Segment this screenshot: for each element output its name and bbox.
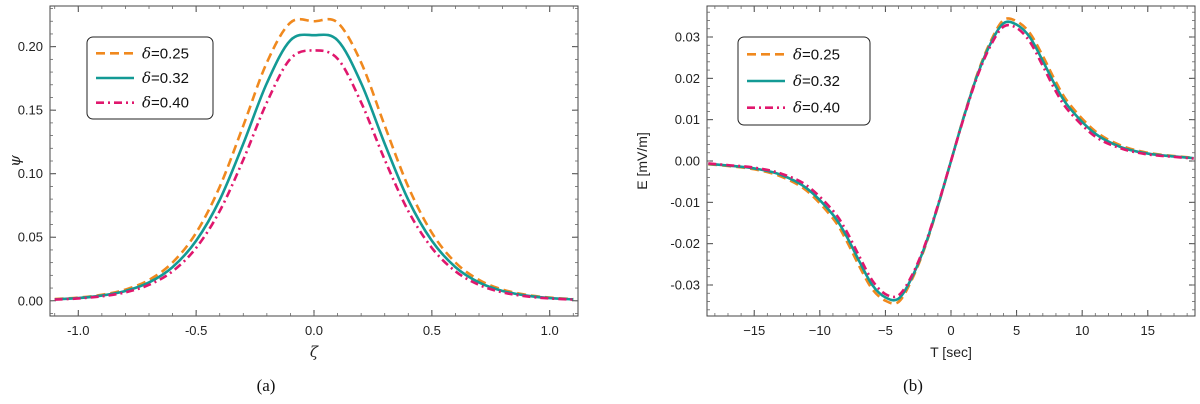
y-tick-label: 0.20 — [18, 39, 43, 54]
legend-value: =0.25 — [802, 46, 840, 63]
legend: δ=0.25δ=0.32δ=0.40 — [86, 36, 214, 120]
y-tick-label: 0.15 — [18, 103, 43, 118]
y-tick-label: 0.03 — [675, 30, 700, 45]
x-tick-label: −5 — [878, 323, 893, 338]
x-tick-label: 15 — [1141, 323, 1155, 338]
y-axis-label: ψ — [6, 155, 24, 167]
legend-label-2: δ=0.32 — [142, 69, 189, 87]
legend-value: =0.40 — [802, 100, 840, 117]
x-tick-label: −15 — [743, 323, 765, 338]
legend-value: =0.40 — [151, 95, 189, 112]
y-tick-label: 0.02 — [675, 71, 700, 86]
legend-label-1: δ=0.25 — [142, 44, 189, 62]
panel-a: -1.0 -0.5 0.0 0.5 1.0 0.00 0.05 0.10 0.15 0.20 ζ ψ δ… — [6, 5, 579, 395]
panel-caption: (b) — [903, 376, 923, 395]
legend-symbol: δ — [142, 94, 151, 112]
x-tick-label: −10 — [809, 323, 831, 338]
y-tick-label: 0.01 — [675, 112, 700, 127]
x-tick-label: 10 — [1075, 323, 1089, 338]
x-tick-label: 0.5 — [423, 323, 441, 338]
x-tick-label: -1.0 — [67, 323, 89, 338]
legend-value: =0.25 — [151, 45, 189, 62]
legend-symbol: δ — [142, 44, 151, 62]
x-tick-label: -0.5 — [185, 323, 207, 338]
x-tick-label: 5 — [1013, 323, 1020, 338]
x-tick-label: 0.0 — [305, 323, 323, 338]
legend-value: =0.32 — [802, 73, 840, 90]
y-tick-label: 0.00 — [18, 293, 43, 308]
y-tick-label: 0.05 — [18, 230, 43, 245]
series-line-3 — [708, 23, 1194, 299]
legend-symbol: δ — [793, 45, 802, 63]
x-tick-label: 1.0 — [541, 323, 559, 338]
legend-value: =0.32 — [151, 70, 189, 87]
legend-symbol: δ — [793, 99, 802, 117]
legend-symbol: δ — [793, 72, 802, 90]
legend-symbol: δ — [142, 69, 151, 87]
y-tick-label: -0.03 — [670, 278, 700, 293]
legend-label-3: δ=0.40 — [793, 99, 840, 117]
y-axis-label: E [mV/m] — [634, 132, 650, 190]
y-tick-label: 0.00 — [675, 154, 700, 169]
panel-caption: (a) — [257, 376, 276, 395]
series-line-1 — [708, 17, 1194, 305]
x-tick-label: 0 — [947, 323, 954, 338]
legend-box — [737, 36, 871, 126]
legend: δ=0.25δ=0.32δ=0.40 — [737, 36, 871, 126]
series-line-2 — [54, 33, 574, 301]
legend-label-1: δ=0.25 — [793, 45, 840, 63]
x-axis-label: ζ — [310, 343, 319, 361]
legend-box — [86, 36, 214, 120]
y-tick-label: -0.01 — [670, 195, 700, 210]
panel-b: −15 −10 −5 0 5 10 15 -0.03 -0.02 -0.01 0.00 0.01 0.0… — [634, 5, 1196, 395]
legend-label-3: δ=0.40 — [142, 94, 189, 112]
y-tick-label: -0.02 — [670, 236, 700, 251]
series-line-1 — [54, 17, 574, 301]
x-axis-label: T [sec] — [930, 344, 972, 360]
legend-label-2: δ=0.32 — [793, 72, 840, 90]
y-tick-label: 0.10 — [18, 166, 43, 181]
